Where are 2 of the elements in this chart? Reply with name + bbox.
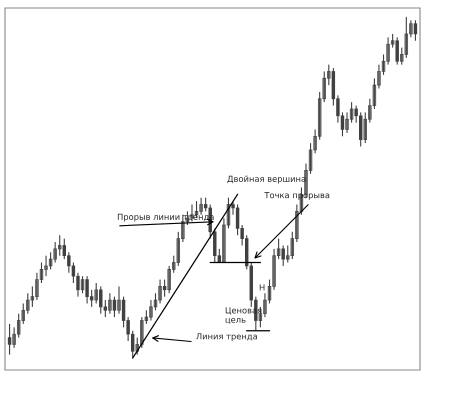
annotation: Линия тренда <box>196 333 257 342</box>
annotation: Н <box>260 284 264 290</box>
